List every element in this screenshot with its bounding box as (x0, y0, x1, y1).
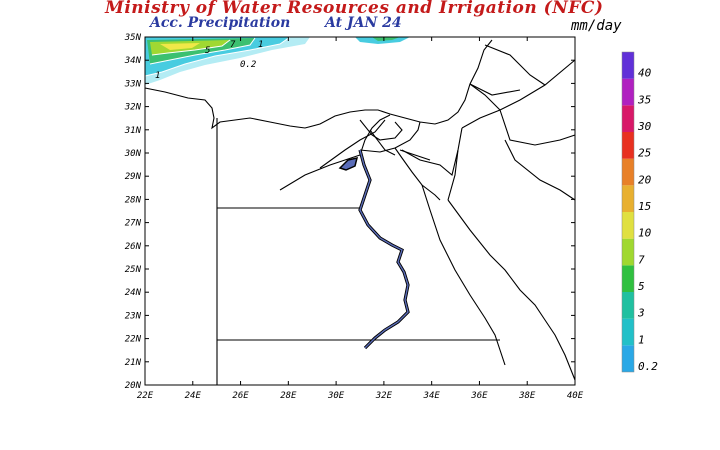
contour-label: 1 (155, 71, 160, 81)
colorbar-label: 0.2 (638, 360, 658, 373)
lat-label: 20N (125, 381, 142, 391)
colorbar-label: 25 (638, 147, 651, 160)
map-title: Ministry of Water Resources and Irrigati… (105, 0, 604, 18)
lon-label: 26E (232, 391, 249, 401)
lat-label: 33N (124, 79, 142, 89)
colorbar-swatch (622, 158, 634, 186)
colorbar-label: 10 (638, 227, 652, 240)
lat-label: 31N (124, 126, 142, 136)
contour-labels: 5 7 1 1 0.2 (155, 40, 263, 81)
colorbar-swatch (622, 345, 634, 372)
lat-label: 25N (125, 265, 142, 275)
lon-label: 38E (518, 391, 536, 401)
lat-label: 30N (124, 149, 142, 159)
precipitation-shading (145, 37, 410, 85)
colorbar-swatch (622, 212, 634, 239)
country-borders (144, 39, 576, 385)
lat-label: 29N (125, 172, 142, 182)
lat-label: 32N (124, 103, 142, 113)
colorbar-label: 20 (638, 173, 652, 186)
lon-label: 32E (375, 391, 393, 401)
lat-label: 23N (125, 311, 142, 321)
colorbar-swatch (622, 265, 634, 292)
colorbar-swatch (622, 105, 634, 132)
colorbar-frame (621, 51, 635, 373)
lat-label: 28N (125, 195, 142, 205)
lat-label: 26N (125, 242, 142, 252)
colorbar-swatch (622, 132, 634, 159)
lat-label: 34N (124, 56, 142, 66)
lon-label: 30E (327, 391, 345, 401)
lon-label: 34E (423, 391, 441, 401)
contour-label: 0.2 (240, 60, 256, 70)
lat-label: 22N (125, 335, 142, 345)
colorbar-label: 35 (637, 93, 651, 106)
colorbar-label: 1 (638, 333, 645, 346)
lat-label: 35N (124, 33, 142, 43)
map-subtitle: Acc. Precipitation (150, 15, 291, 31)
lat-label: 27N (125, 219, 142, 229)
mediterranean-coastline (144, 39, 493, 130)
colorbar-swatch (622, 292, 634, 319)
red-sea-west-coast (421, 184, 506, 366)
contour-label: 7 (230, 40, 236, 50)
colorbar-label: 5 (638, 280, 645, 293)
colorbar-swatch (622, 238, 634, 266)
lon-label: 40E (567, 391, 584, 401)
middle-east-borders (461, 59, 576, 129)
gulf-of-aqaba (447, 149, 459, 201)
colorbar-swatch (622, 185, 634, 212)
lat-label: 24N (125, 288, 142, 298)
sinai-east (401, 127, 463, 176)
red-sea-east-coast (447, 199, 576, 381)
colorbar-label: 30 (637, 120, 652, 133)
units-label: mm/day (571, 18, 622, 34)
lon-label: 24E (185, 391, 202, 401)
lon-label: 28E (280, 391, 297, 401)
colorbar-label: 7 (638, 253, 645, 266)
colorbar-swatch (622, 52, 634, 79)
lat-label: 21N (125, 358, 142, 368)
colorbar-label: 15 (638, 200, 651, 213)
map-date: At JAN 24 (325, 15, 402, 31)
lon-label: 36E (470, 391, 488, 401)
latitude-axis: 20N 21N 22N 23N 24N 25N 26N 27N 28N 29N 30N 31N 32N 3… (124, 33, 575, 391)
colorbar-label: 40 (638, 67, 652, 80)
gulf-of-suez (394, 147, 441, 201)
nile-river (338, 149, 410, 350)
map-frame (144, 36, 576, 386)
contour-label: 1 (258, 40, 263, 50)
colorbar-label: 3 (637, 307, 645, 320)
longitude-axis: 22E 24E 26E 28E 30E 32E 34E 36E 38E 40E (137, 37, 584, 401)
contour-label: 5 (205, 46, 210, 56)
precip-contours (144, 36, 291, 77)
colorbar-swatch (622, 78, 634, 106)
lon-label: 22E (137, 391, 154, 401)
colorbar-swatch (622, 318, 634, 346)
